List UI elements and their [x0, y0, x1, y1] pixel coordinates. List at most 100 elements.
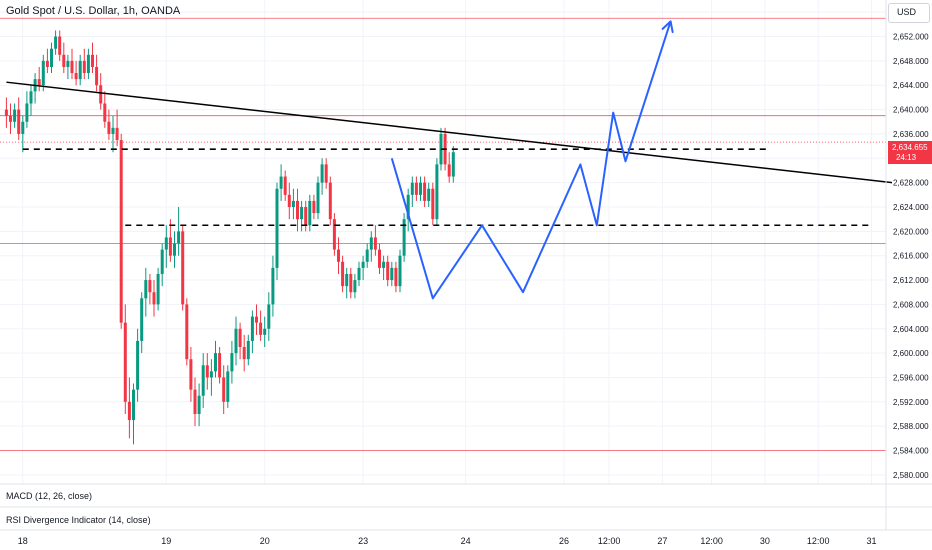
candle-body: [337, 249, 340, 262]
price-tick-label: 2,580.000: [893, 471, 929, 480]
candle-body: [50, 48, 53, 67]
candle-body: [447, 164, 451, 177]
candle-body: [173, 243, 176, 256]
candle-body: [123, 322, 127, 402]
candle-body: [398, 255, 402, 287]
plot-area: [0, 0, 886, 484]
price-tick-label: 2,596.000: [893, 373, 929, 382]
candle-body: [431, 188, 435, 220]
candle-body: [45, 60, 49, 67]
candle-body: [369, 237, 373, 250]
candle-body: [242, 347, 246, 360]
candle-body: [41, 60, 45, 86]
arrow-head: [661, 20, 674, 34]
macd-indicator-label[interactable]: MACD (12, 26, close): [6, 491, 93, 501]
drawings: [6, 20, 893, 300]
price-tick-label: 2,616.000: [893, 252, 929, 261]
candle-body: [82, 60, 86, 74]
candle-body: [283, 176, 287, 195]
candle-body: [58, 36, 62, 55]
time-tick-label: 26: [559, 536, 569, 546]
currency-label: USD: [897, 7, 917, 17]
candle-body: [423, 182, 427, 201]
candle-body: [419, 182, 422, 195]
candle-body: [271, 267, 275, 305]
candle-body: [181, 231, 185, 305]
candle-body: [386, 261, 390, 281]
pattern-path: [390, 20, 672, 300]
candle-body: [99, 85, 103, 104]
candle-body: [78, 60, 82, 80]
candle-body: [382, 261, 386, 268]
candle-body: [353, 280, 357, 293]
candle-body: [427, 188, 431, 201]
candle-body: [209, 371, 213, 378]
candle-body: [115, 127, 119, 141]
price-tick-label: 2,648.000: [893, 57, 929, 66]
price-tick-label: 2,608.000: [893, 300, 929, 309]
rsi-indicator-label[interactable]: RSI Divergence Indicator (14, close): [6, 515, 151, 525]
time-tick-label: 19: [161, 536, 171, 546]
candle-body: [148, 280, 152, 293]
candle-body: [160, 249, 164, 274]
candle-body: [54, 36, 58, 49]
price-tick-label: 2,612.000: [893, 276, 929, 285]
price-axis[interactable]: 2,580.000 2,584.000 2,588.000 2,592.000 2,59…: [893, 8, 929, 480]
candle-body: [205, 365, 209, 378]
candle-body: [230, 353, 234, 372]
time-tick-label: 12:00: [700, 536, 723, 546]
price-tick-label: 2,640.000: [893, 106, 929, 115]
price-tick-label: 2,600.000: [893, 349, 929, 358]
candle-body: [193, 389, 197, 414]
candle-body: [168, 237, 172, 256]
candle-body: [435, 164, 439, 220]
candle-body: [451, 152, 455, 177]
candle-body: [296, 200, 299, 220]
candle-body: [394, 267, 398, 287]
candle-body: [246, 340, 250, 360]
currency-button[interactable]: USD: [888, 3, 930, 23]
time-tick-label: 12:00: [807, 536, 830, 546]
candle-body: [304, 206, 308, 226]
candle-body: [62, 54, 66, 67]
price-tick-label: 2,624.000: [893, 203, 929, 212]
candlesticks: [4, 30, 455, 445]
candle-body: [238, 328, 242, 348]
price-tick-label: 2,620.000: [893, 227, 929, 236]
candle-body: [197, 395, 201, 414]
time-tick-label: 24: [461, 536, 471, 546]
price-tick-label: 2,604.000: [893, 325, 929, 334]
candle-body: [361, 261, 365, 268]
time-tick-label: 27: [657, 536, 667, 546]
price-tick-label: 2,628.000: [893, 179, 929, 188]
candle-body: [365, 249, 369, 262]
price-tick-label: 2,644.000: [893, 81, 929, 90]
candle-body: [410, 182, 414, 195]
bar-countdown: 24:13: [896, 153, 917, 162]
candle-body: [291, 200, 295, 207]
candle-body: [341, 261, 345, 287]
candle-body: [201, 365, 205, 396]
price-tick-label: 2,588.000: [893, 422, 929, 431]
time-tick-label: 20: [260, 536, 270, 546]
time-axis[interactable]: 18 19 20 23 24 26 12:00 27 12:00 30 12:00 31: [18, 536, 877, 546]
price-tick-label: 2,584.000: [893, 447, 929, 456]
candle-body: [414, 182, 418, 195]
candle-body: [185, 304, 189, 360]
symbol-title[interactable]: Gold Spot / U.S. Dollar, 1h, OANDA: [6, 5, 181, 17]
candle-body: [4, 109, 8, 116]
candle-body: [324, 164, 328, 183]
candle-body: [332, 219, 336, 250]
candle-body: [373, 237, 377, 250]
candle-body: [21, 121, 25, 134]
candle-body: [345, 273, 349, 287]
candle-body: [267, 304, 271, 329]
time-tick-label: 31: [866, 536, 876, 546]
candle-body: [234, 328, 238, 354]
last-price-tag: 2,634.655 24:13: [888, 141, 932, 164]
candle-body: [29, 91, 33, 104]
candle-body: [279, 176, 283, 189]
candle-body: [222, 377, 226, 402]
candle-body: [402, 219, 406, 256]
